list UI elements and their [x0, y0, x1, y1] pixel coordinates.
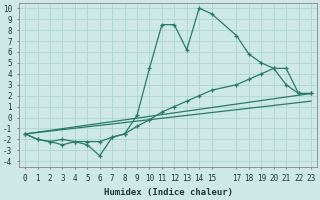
X-axis label: Humidex (Indice chaleur): Humidex (Indice chaleur)	[104, 188, 233, 197]
